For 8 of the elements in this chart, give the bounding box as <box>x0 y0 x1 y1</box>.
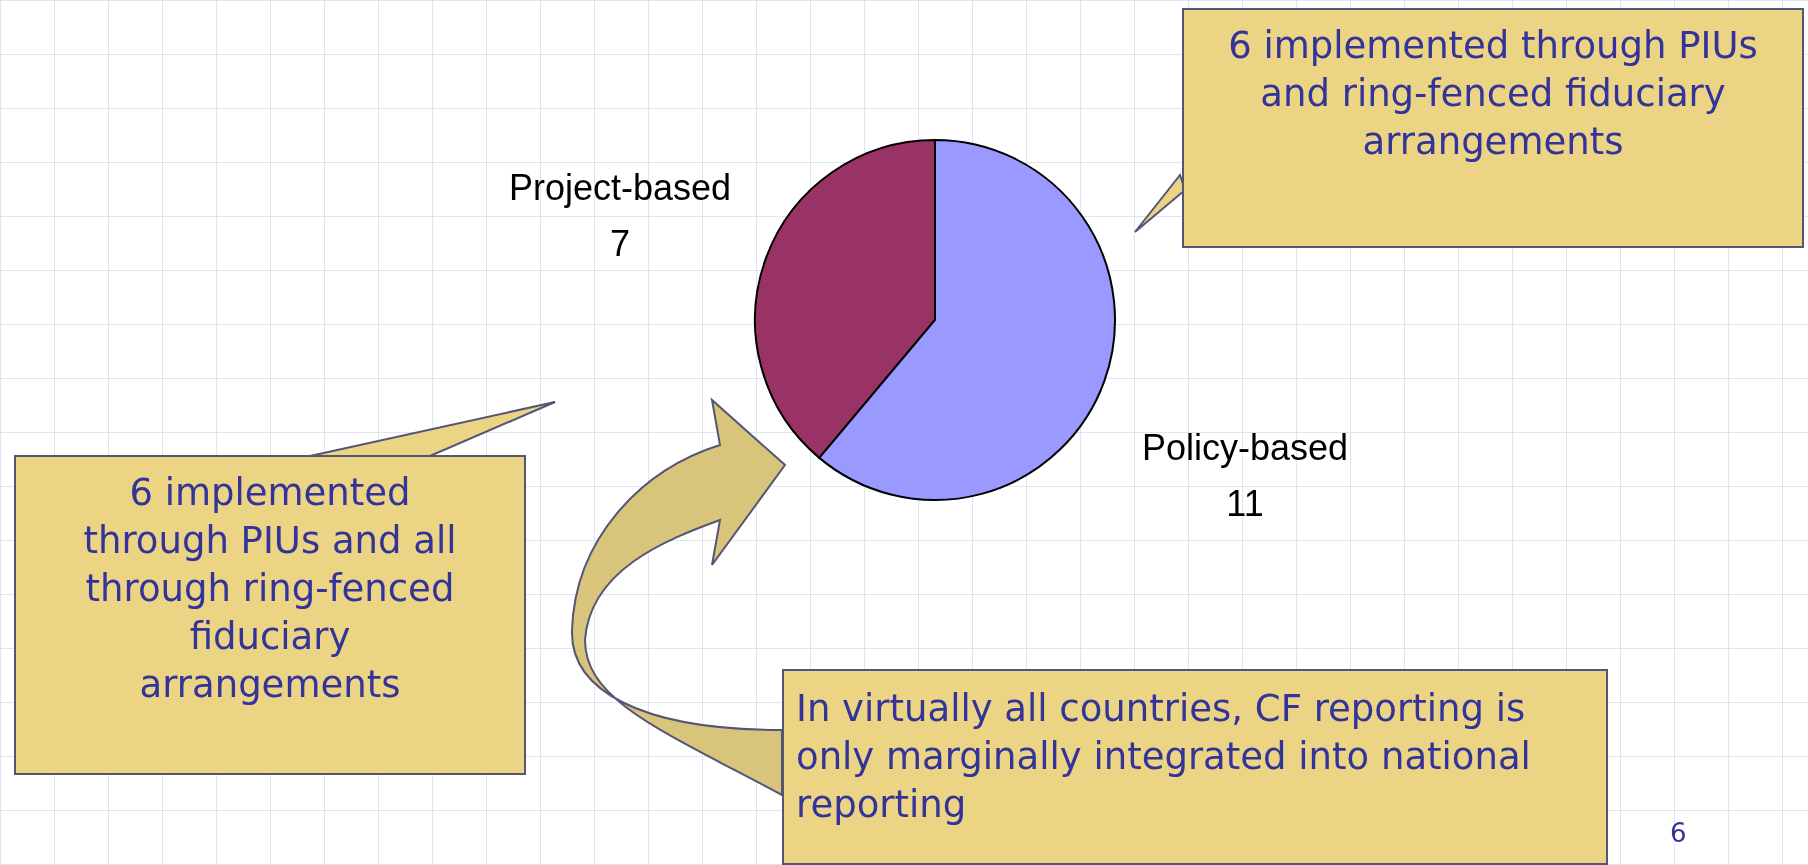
slice-label: Policy-based <box>1141 427 1349 468</box>
text: 6 implemented through PIUs and all through ring-fenced fiduciary arrangements <box>14 455 526 775</box>
text: 6 <box>1670 818 1687 848</box>
data-label: 11 <box>1226 483 1264 524</box>
text: 6 implemented through PIUs and ring-fenced fiduciary arrangements <box>1182 8 1804 248</box>
data-label: 7 <box>609 223 631 264</box>
text: In virtually all countries, CF reporting is only marginally integrated into national reporting <box>782 669 1608 865</box>
slice-label: Project-based <box>508 167 732 208</box>
